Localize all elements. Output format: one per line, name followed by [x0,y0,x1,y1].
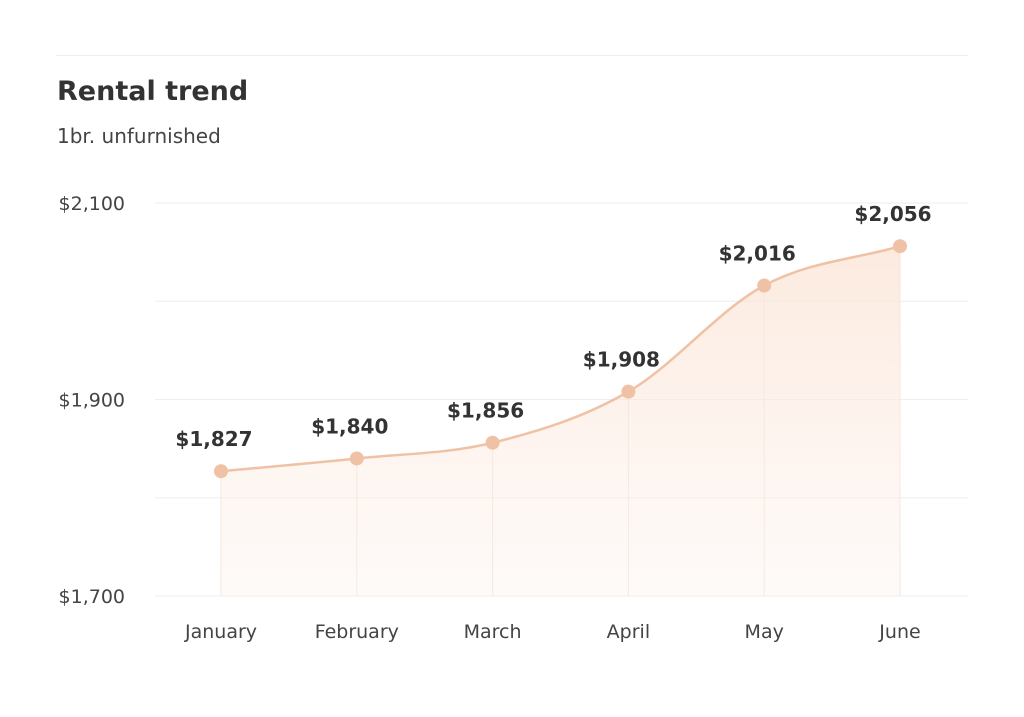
x-tick-label: May [745,621,784,643]
data-point-marker [757,278,772,293]
data-point-marker [893,239,907,254]
top-divider [56,55,968,56]
data-label: $1,827 [175,427,252,451]
y-tick-label: $2,100 [59,193,125,215]
x-tick-label: February [315,621,399,643]
data-label: $1,856 [447,399,524,423]
data-point-marker [214,464,228,479]
data-label: $2,056 [854,202,931,226]
chart-subtitle: 1br. unfurnished [57,124,221,148]
x-tick-label: June [878,621,920,643]
data-label: $1,908 [583,348,660,372]
x-tick-label: April [607,621,650,643]
data-point-marker [485,435,500,450]
series-line [220,245,901,473]
data-label: $1,840 [311,414,388,438]
chart-title: Rental trend [57,76,249,107]
y-tick-label: $1,900 [59,390,125,412]
y-tick-label: $1,700 [59,586,125,608]
area-fill [221,246,900,597]
x-tick-label: January [184,621,257,643]
x-tick-label: March [464,621,522,643]
data-point-marker [349,451,364,466]
data-label: $2,016 [719,242,796,266]
data-point-marker [621,384,636,399]
